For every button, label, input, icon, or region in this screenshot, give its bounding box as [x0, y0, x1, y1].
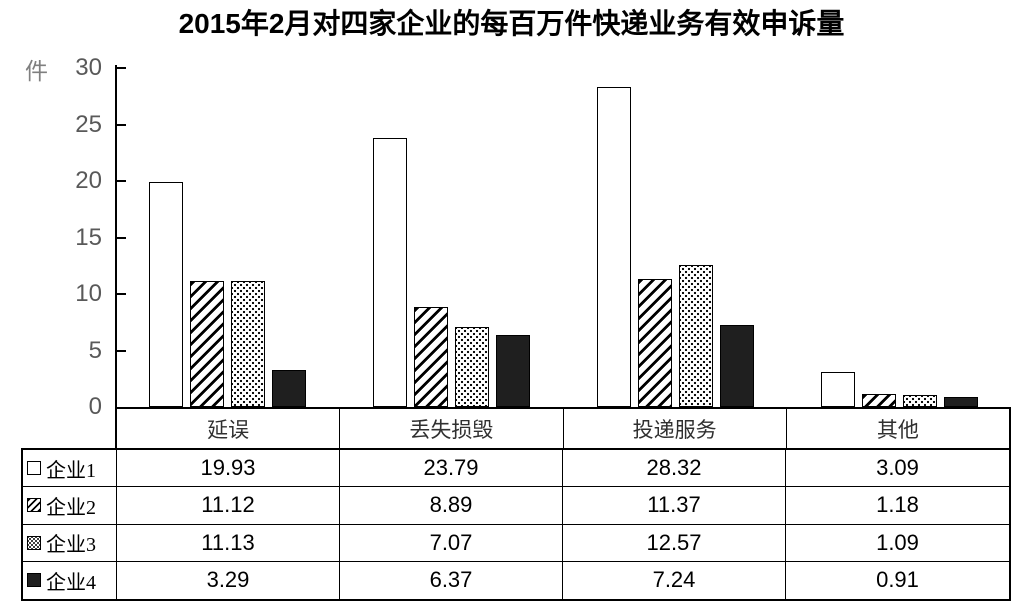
value-cell: 3.29 [117, 561, 340, 599]
y-tick-mark [116, 236, 126, 239]
category-label: 丢失损毁 [340, 409, 564, 448]
y-axis-line [115, 65, 117, 407]
value-cell: 11.37 [563, 487, 786, 525]
series-name: 企业4 [46, 571, 96, 594]
bar-企业1-其他 [820, 372, 855, 407]
y-tick-label: 15 [75, 223, 102, 251]
category-header-row: 延误 丢失损毁 投递服务 其他 [115, 407, 1011, 448]
bar-group-1 [115, 68, 339, 407]
value-cell: 1.18 [786, 487, 1009, 525]
diagonal-stripes-swatch-icon [27, 498, 41, 513]
bar-group-2 [339, 68, 563, 407]
y-tick-label: 0 [88, 393, 102, 420]
value-cell: 3.09 [786, 450, 1009, 488]
y-tick-mark [116, 349, 126, 352]
bar-企业4-延误 [271, 369, 306, 407]
y-tick-mark [116, 123, 126, 126]
bar-企业1-丢失损毁 [372, 138, 407, 407]
bar-group-3 [563, 68, 787, 407]
data-table: 企业1 19.93 23.79 28.32 3.09 企业2 11.12 8.89 11.37 1… [21, 448, 1011, 601]
value-cell: 12.57 [563, 524, 786, 562]
y-tick-label: 20 [75, 167, 102, 194]
value-cell: 11.12 [117, 487, 340, 525]
series-name: 企业3 [46, 534, 96, 557]
y-tick-label: 30 [75, 54, 102, 81]
category-label: 其他 [876, 417, 919, 442]
category-label: 延误 [117, 409, 341, 448]
y-tick-mark [116, 180, 126, 182]
y-tick-mark [116, 293, 126, 295]
bar-企业4-投递服务 [719, 325, 754, 407]
series-legend-item: 企业1 [23, 450, 117, 488]
y-tick-label: 5 [88, 336, 102, 364]
bar-企业3-其他 [902, 394, 937, 407]
bar-企业3-延误 [230, 281, 265, 407]
bar-企业3-丢失损毁 [454, 327, 489, 407]
solid-swatch-icon [27, 573, 41, 588]
category-label: 投递服务 [564, 409, 787, 448]
value-cell: 11.13 [117, 524, 340, 562]
y-axis-unit-label: 件 [25, 58, 48, 84]
bar-企业2-延误 [189, 281, 224, 407]
dots-swatch-icon [27, 535, 41, 550]
bar-group-4 [787, 68, 1011, 407]
bar-企业3-投递服务 [678, 264, 713, 407]
value-cell: 7.07 [340, 524, 563, 562]
value-cell: 8.89 [340, 487, 563, 525]
series-legend-item: 企业4 [23, 561, 117, 599]
value-cell: 23.79 [340, 450, 563, 488]
value-cell: 28.32 [563, 450, 786, 488]
value-cell: 1.09 [786, 525, 1009, 562]
bar-企业2-投递服务 [637, 278, 672, 407]
value-cell: 0.91 [876, 567, 919, 593]
series-name: 企业2 [46, 496, 96, 519]
white-swatch-icon [27, 461, 41, 476]
value-cell: 7.24 [563, 561, 786, 599]
bar-企业4-其他 [943, 396, 978, 407]
y-tick-label: 25 [75, 110, 102, 138]
bar-企业2-其他 [861, 393, 896, 407]
bar-企业1-投递服务 [596, 86, 631, 407]
value-cell: 19.93 [117, 450, 340, 488]
y-tick-label: 10 [75, 280, 102, 307]
value-cell: 6.37 [340, 561, 563, 599]
chart-title: 2015年2月对四家企业的每百万件快递业务有效申诉量 [178, 8, 845, 39]
bar-企业4-丢失损毁 [495, 335, 530, 407]
bar-企业1-延误 [148, 181, 183, 407]
series-name: 企业1 [46, 459, 96, 482]
y-tick-mark [116, 67, 126, 69]
bar-企业2-丢失损毁 [413, 306, 448, 407]
series-legend-item: 企业3 [23, 524, 117, 562]
series-legend-item: 企业2 [23, 487, 117, 525]
